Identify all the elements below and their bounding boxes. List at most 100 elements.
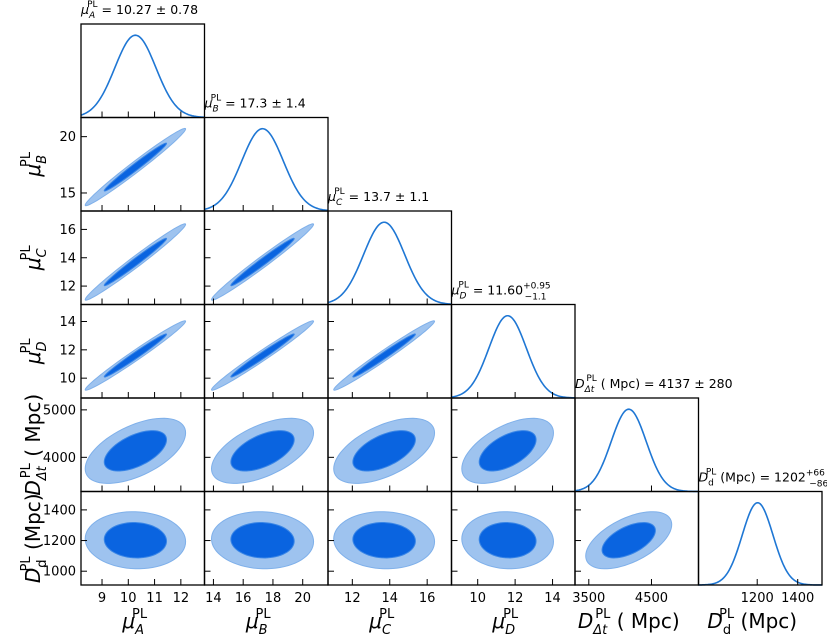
axis-superscript: PL bbox=[132, 607, 148, 622]
inner-contour bbox=[601, 522, 656, 559]
contour-panel-Ddt-vs-A bbox=[80, 397, 206, 493]
y-tick-label-C: 16 bbox=[59, 223, 76, 238]
title-subscript: D bbox=[459, 292, 466, 302]
marginal-curve bbox=[574, 408, 699, 493]
axis-superscript: PL bbox=[19, 462, 34, 478]
x-tick-label-D: 12 bbox=[507, 591, 524, 606]
y-tick-label-Ddt: 5000 bbox=[43, 403, 76, 418]
x-tick-label-C: 14 bbox=[381, 591, 398, 606]
panel-title-C: μCPL = 13.7 ± 1.1 bbox=[327, 187, 429, 208]
axis-symbol: D bbox=[578, 609, 593, 633]
axis-symbol: D bbox=[21, 480, 45, 495]
title-symbol: μ bbox=[451, 283, 460, 298]
contour-panel-Dd-vs-D bbox=[450, 490, 576, 586]
x-tick-label-D: 14 bbox=[544, 591, 561, 606]
title-error-minus: −1.1 bbox=[525, 293, 547, 303]
axis-subscript: B bbox=[35, 155, 50, 164]
axis-unit: ( Mpc) bbox=[21, 394, 45, 463]
x-axis-label-Ddt: DΔtPL ( Mpc) bbox=[578, 607, 680, 635]
title-symbol: μ bbox=[204, 96, 213, 111]
panel-frame bbox=[203, 116, 329, 212]
contour-panel-Ddt-vs-C bbox=[327, 397, 453, 493]
y-axis-label-B: μBPL bbox=[19, 151, 50, 177]
axis-subscript: A bbox=[134, 623, 144, 635]
contour-panel-C-vs-B bbox=[203, 210, 329, 306]
x-axis-label-D: μDPL bbox=[491, 607, 519, 635]
marginal-curve bbox=[451, 314, 576, 399]
inner-contour bbox=[103, 237, 168, 287]
title-superscript: PL bbox=[586, 374, 596, 384]
inner-contour bbox=[230, 333, 295, 378]
panel-frame bbox=[450, 303, 576, 399]
x-axis-label-A: μAPL bbox=[121, 607, 147, 635]
title-subscript: C bbox=[336, 198, 343, 208]
title-superscript: PL bbox=[211, 94, 221, 104]
marginal-curve bbox=[327, 221, 452, 305]
title-subscript: B bbox=[212, 105, 218, 115]
y-axis-label-C: μCPL bbox=[19, 245, 50, 272]
marginal-panel-D: μDPL = 11.60+0.95 −1.1 bbox=[451, 281, 576, 399]
x-axis-label-C: μCPL bbox=[368, 607, 395, 635]
title-superscript: PL bbox=[458, 281, 468, 291]
panel-title-B: μBPL = 17.3 ± 1.4 bbox=[204, 94, 306, 115]
marginal-panel-Ddt: DΔtPL ( Mpc) = 4137 ± 280 bbox=[574, 374, 733, 493]
axis-symbol: μ bbox=[21, 257, 45, 271]
axis-superscript: PL bbox=[503, 607, 519, 622]
inner-contour bbox=[103, 522, 168, 559]
axis-superscript: PL bbox=[19, 151, 34, 167]
contour-panel-Ddt-vs-D bbox=[450, 397, 576, 493]
axis-unit: (Mpc) bbox=[734, 609, 797, 633]
title-subscript: d bbox=[708, 479, 714, 489]
contour-panel-D-vs-B bbox=[203, 303, 329, 399]
title-value: = 17.3 ± 1.4 bbox=[221, 96, 306, 111]
x-tick-label-D: 10 bbox=[469, 591, 486, 606]
x-tick-label-Dd: 1200 bbox=[741, 591, 774, 606]
y-tick-label-Dd: 1400 bbox=[43, 503, 76, 518]
panel-frame bbox=[574, 397, 700, 493]
x-tick-label-Ddt: 4500 bbox=[635, 591, 668, 606]
marginal-curve bbox=[80, 34, 205, 119]
y-tick-label-Ddt: 4000 bbox=[43, 451, 76, 466]
y-tick-label-Dd: 1200 bbox=[43, 534, 76, 549]
title-superscript: PL bbox=[87, 0, 97, 10]
title-superscript: PL bbox=[706, 468, 716, 478]
marginal-panel-A: μAPL = 10.27 ± 0.78 bbox=[80, 0, 206, 119]
panel-title-Ddt: DΔtPL ( Mpc) = 4137 ± 280 bbox=[575, 374, 733, 395]
axis-subscript: C bbox=[382, 623, 392, 635]
axis-unit: ( Mpc) bbox=[610, 609, 679, 633]
title-value: = 10.27 ± 0.78 bbox=[98, 2, 199, 17]
x-tick-label-B: 16 bbox=[235, 591, 252, 606]
panel-frame bbox=[80, 23, 206, 119]
marginal-panel-B: μBPL = 17.3 ± 1.4 bbox=[204, 94, 329, 212]
axis-symbol: D bbox=[21, 568, 45, 583]
x-axis-label-Dd: DdPL (Mpc) bbox=[707, 607, 797, 635]
axis-symbol: D bbox=[707, 609, 722, 633]
axis-superscript: PL bbox=[19, 245, 34, 261]
marginal-panel-C: μCPL = 13.7 ± 1.1 bbox=[327, 187, 453, 306]
title-symbol: D bbox=[575, 376, 585, 391]
inner-contour bbox=[478, 522, 537, 559]
title-error-plus: +66 bbox=[806, 469, 825, 479]
axis-subscript: Δt bbox=[592, 623, 608, 635]
axis-subscript: Δt bbox=[35, 465, 50, 481]
y-tick-label-D: 12 bbox=[59, 343, 76, 358]
contour-panel-D-vs-A bbox=[80, 303, 206, 399]
x-tick-label-C: 16 bbox=[419, 591, 436, 606]
contour-panel-Dd-vs-C bbox=[327, 490, 453, 586]
title-subscript: A bbox=[88, 11, 95, 21]
marginal-panel-Dd: DdPL (Mpc) = 1202+66 −86 bbox=[697, 468, 827, 586]
inner-contour bbox=[352, 430, 416, 472]
y-tick-label-B: 20 bbox=[59, 130, 76, 145]
x-tick-label-B: 20 bbox=[294, 591, 311, 606]
axis-symbol: μ bbox=[491, 609, 505, 633]
axis-subscript: C bbox=[35, 247, 50, 257]
title-error-minus: −86 bbox=[809, 480, 827, 490]
y-tick-label-B: 15 bbox=[59, 186, 76, 201]
axis-superscript: PL bbox=[379, 607, 395, 622]
axis-symbol: μ bbox=[21, 164, 45, 178]
contour-panel-C-vs-A bbox=[80, 210, 206, 306]
inner-contour bbox=[352, 333, 416, 378]
axis-subscript: d bbox=[723, 623, 731, 635]
axis-symbol: μ bbox=[368, 609, 382, 633]
marginal-curve bbox=[204, 127, 329, 212]
